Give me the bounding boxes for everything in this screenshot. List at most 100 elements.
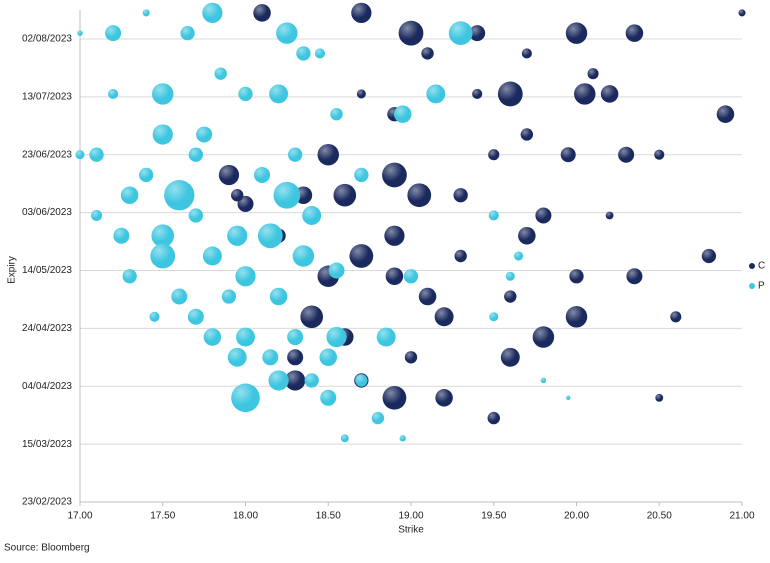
- bubble: [655, 393, 664, 402]
- bubble: [268, 370, 289, 391]
- bubble: [262, 349, 279, 366]
- bubble: [472, 88, 483, 99]
- x-tick-label: 17.00: [67, 511, 92, 522]
- bubble: [237, 195, 254, 212]
- bubble: [227, 347, 247, 367]
- bubble: [382, 162, 407, 188]
- bubble: [150, 243, 176, 269]
- y-tick-label: 23/06/2023: [22, 149, 72, 160]
- bubble: [326, 326, 347, 348]
- bubble: [320, 389, 337, 406]
- x-tick-label: 20.00: [564, 511, 589, 522]
- bubble: [738, 9, 746, 17]
- bubble: [356, 89, 366, 99]
- x-tick-label: 20.50: [647, 511, 672, 522]
- bubble: [231, 383, 260, 413]
- bubble: [269, 287, 288, 306]
- x-tick-label: 21.00: [729, 511, 754, 522]
- bubble: [202, 246, 222, 266]
- bubble: [504, 290, 517, 303]
- bubble: [254, 166, 271, 183]
- x-tick-label: 18.50: [316, 511, 341, 522]
- bubble: [296, 46, 311, 61]
- bubble: [355, 374, 368, 387]
- bubble: [287, 147, 303, 162]
- bubble: [600, 85, 619, 103]
- bubble: [287, 349, 304, 366]
- bubble: [105, 25, 122, 42]
- bubble: [434, 307, 454, 327]
- bubble: [91, 209, 103, 222]
- bubble: [407, 183, 432, 208]
- bubble: [500, 347, 520, 367]
- bubble: [152, 83, 174, 105]
- bubble: [257, 223, 283, 249]
- bubble: [227, 225, 248, 246]
- x-tick-label: 19.50: [481, 511, 506, 522]
- bubble: [188, 208, 204, 223]
- bubble: [488, 210, 499, 221]
- bubble: [202, 2, 223, 24]
- bubble: [569, 269, 584, 284]
- bubble: [497, 81, 523, 107]
- bubble: [269, 84, 289, 104]
- legend-marker: [749, 283, 755, 289]
- bubble: [532, 326, 555, 348]
- bubble: [521, 48, 532, 59]
- bubble: [113, 227, 130, 244]
- bubble: [302, 206, 322, 225]
- bubble: [453, 188, 468, 203]
- bubble: [319, 348, 338, 367]
- bubble: [469, 25, 486, 42]
- bubble: [77, 30, 83, 36]
- bubble: [354, 167, 369, 183]
- bubble: [304, 373, 319, 388]
- bubble: [328, 262, 345, 279]
- bubble: [626, 268, 643, 285]
- bubble: [654, 149, 665, 160]
- bubble: [404, 351, 418, 364]
- bubble: [333, 183, 357, 207]
- bubble: [317, 143, 339, 166]
- bubble: [273, 181, 301, 209]
- legend-marker: [749, 263, 755, 269]
- bubble: [164, 180, 195, 211]
- bubble: [418, 287, 437, 306]
- bubble: [253, 4, 271, 22]
- y-tick-label: 24/04/2023: [22, 323, 72, 334]
- bubble: [300, 305, 324, 329]
- bubble: [716, 105, 735, 123]
- bubble: [540, 377, 547, 384]
- bubble: [89, 147, 104, 162]
- legend-label: P: [758, 281, 765, 292]
- bubble: [448, 21, 473, 46]
- bubble: [670, 311, 682, 323]
- bubble: [351, 2, 372, 24]
- bubble: [330, 107, 343, 121]
- bubble: [236, 327, 255, 347]
- bubble: [188, 147, 204, 162]
- bubble: [399, 435, 406, 442]
- bubble: [487, 411, 500, 425]
- bubble: [489, 312, 499, 322]
- bubble: [426, 84, 446, 104]
- bubble: [398, 20, 424, 46]
- bubble: [292, 245, 315, 267]
- bubble: [108, 88, 119, 99]
- bubble: [180, 25, 195, 41]
- y-tick-label: 13/07/2023: [22, 91, 72, 102]
- bubble: [565, 306, 588, 328]
- bubble: [520, 128, 534, 141]
- y-tick-label: 04/04/2023: [22, 381, 72, 392]
- bubble: [565, 395, 571, 401]
- y-axis-title: Expiry: [7, 256, 18, 284]
- bubble: [221, 289, 237, 304]
- bubble: [574, 83, 596, 105]
- bubble: [231, 189, 244, 202]
- bubble: [276, 22, 298, 44]
- bubble: [587, 68, 599, 80]
- bubble: [625, 24, 644, 42]
- bubble: [75, 150, 85, 160]
- y-tick-label: 23/02/2023: [22, 497, 72, 508]
